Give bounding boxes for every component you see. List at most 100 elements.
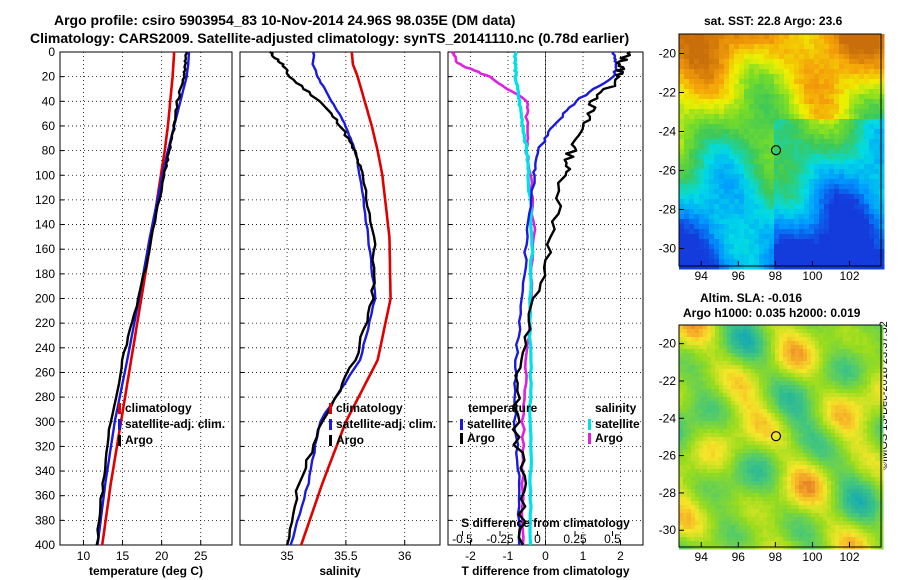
- depth-tick-label: 220: [35, 316, 55, 330]
- sla_map-lat-label: -24: [659, 411, 677, 425]
- title-line-2: Climatology: CARS2009. Satellite-adjuste…: [30, 30, 630, 46]
- legend-diff-t-satellite-label: satellite: [467, 417, 512, 431]
- legend-sal-argo-label: Argo: [336, 433, 364, 447]
- sla_map-lon-label: 100: [802, 550, 822, 564]
- depth-tick-label: 80: [42, 144, 56, 158]
- depth-tick-label: 100: [35, 168, 55, 182]
- depth-tick-label: 140: [35, 218, 55, 232]
- series-satellite-temperature: [96, 51, 191, 546]
- depth-tick-label: 160: [35, 242, 55, 256]
- sst_map-frame: [678, 33, 882, 267]
- depth-tick-label: 200: [35, 292, 55, 306]
- legend-diff-s-satellite-label: satellite: [595, 417, 640, 431]
- sla_map-lon-label: 96: [732, 550, 746, 564]
- series-climatology-salinity: [299, 51, 392, 546]
- x-tick-label: 10: [77, 549, 91, 563]
- legend-temp-satellite-label: satellite-adj. clim.: [125, 417, 225, 431]
- depth-tick-label: 40: [42, 94, 56, 108]
- sla_map-lat-label: -30: [659, 523, 677, 537]
- legend-diff-s-satellite-swatch: [588, 419, 591, 430]
- series-salinity-satellite-diff: [512, 51, 535, 546]
- sst_map-image: [679, 34, 885, 270]
- depth-tick-label: 400: [35, 538, 55, 552]
- sla-map-title-1: Altim. SLA: -0.016: [700, 291, 803, 305]
- legend-sal-satellite-swatch: [329, 419, 332, 430]
- x2-tick-label: 0: [534, 532, 541, 546]
- sla_map-lat-label: -20: [659, 337, 677, 351]
- sst_map-lon-label: 96: [732, 269, 746, 283]
- x2-tick-label: -0.5: [452, 532, 473, 546]
- depth-tick-label: 380: [35, 513, 55, 527]
- legend-diff-s-argo-swatch: [588, 433, 591, 444]
- sla_map-frame: [678, 324, 882, 548]
- legend-sal-climatology-swatch: [329, 403, 332, 414]
- depth-tick-label: 60: [42, 119, 56, 133]
- depth-tick-label: 280: [35, 390, 55, 404]
- x-tick-label: -2: [465, 549, 476, 563]
- depth-tick-label: 180: [35, 267, 55, 281]
- legend-temp-climatology-label: climatology: [125, 401, 192, 415]
- sst_map-lat-label: -20: [659, 46, 677, 60]
- sla_map-lat-label: -22: [659, 374, 677, 388]
- sst_map-lon-label: 98: [769, 269, 783, 283]
- x-tick-label: 36: [398, 549, 412, 563]
- x-tick-label: 0: [542, 549, 549, 563]
- sst_map-lat-label: -26: [659, 163, 677, 177]
- x-tick-label: 20: [155, 549, 169, 563]
- legend-diff-t-argo-swatch: [460, 433, 463, 444]
- depth-tick-label: 240: [35, 341, 55, 355]
- x2-tick-label: 0.25: [563, 532, 587, 546]
- x-axis-label: T difference from climatology: [461, 564, 629, 578]
- panel-frame: [59, 51, 233, 546]
- sla_map-lat-label: -28: [659, 486, 677, 500]
- sst_map-lat-label: -30: [659, 241, 677, 255]
- legend-diff-s-argo-label: Argo: [595, 431, 623, 445]
- x-tick-label: 35: [280, 549, 294, 563]
- sst_map-lon-label: 102: [839, 269, 859, 283]
- x-axis-label: temperature (deg C): [89, 564, 203, 578]
- legend-diff-salinity-header: salinity: [595, 401, 637, 415]
- x-tick-label: 35.5: [334, 549, 358, 563]
- sst_map-lat-label: -24: [659, 124, 677, 138]
- title-line-1: Argo profile: csiro 5903954_83 10-Nov-20…: [54, 12, 516, 28]
- x-tick-label: 15: [116, 549, 130, 563]
- legend-temp-argo-label: Argo: [125, 433, 153, 447]
- sla_map-lon-label: 102: [839, 550, 859, 564]
- series-temperature-argo-diff: [511, 50, 631, 546]
- depth-tick-label: 300: [35, 415, 55, 429]
- legend-temp-satellite-swatch: [118, 419, 121, 430]
- x2-tick-label: 0.5: [604, 532, 621, 546]
- depth-tick-label: 320: [35, 439, 55, 453]
- sla_map-float-marker: [770, 431, 782, 442]
- series-argo-salinity: [269, 50, 377, 546]
- legend-sal-argo-swatch: [329, 435, 332, 446]
- legend-diff-t-satellite-swatch: [460, 419, 463, 430]
- x-axis-label: salinity: [319, 564, 361, 578]
- sst_map-lon-label: 100: [802, 269, 822, 283]
- legend-temp-argo-swatch: [118, 435, 121, 446]
- x2-tick-label: -0.25: [486, 532, 514, 546]
- sst_map-lat-label: -22: [659, 85, 677, 99]
- sst_map-float-marker: [770, 145, 782, 156]
- sla_map-lat-label: -26: [659, 449, 677, 463]
- legend-temp-climatology-swatch: [118, 403, 121, 414]
- legend-sal-climatology-label: climatology: [336, 401, 403, 415]
- sst_map-lon-label: 94: [695, 269, 709, 283]
- x-tick-label: 1: [580, 549, 587, 563]
- x-tick-label: 2: [617, 549, 624, 563]
- depth-tick-label: 340: [35, 464, 55, 478]
- depth-tick-label: 20: [42, 70, 56, 84]
- depth-tick-label: 120: [35, 193, 55, 207]
- x-tick-label: 25: [194, 549, 208, 563]
- depth-tick-label: 360: [35, 489, 55, 503]
- sst_map-lat-label: -28: [659, 202, 677, 216]
- series-temperature-satellite-diff: [512, 51, 618, 546]
- sla_map-image: [679, 325, 884, 550]
- series-salinity-argo-diff: [450, 50, 537, 546]
- series-argo-temperature: [95, 52, 188, 546]
- series-satellite-salinity: [289, 51, 377, 546]
- sst-map-title: sat. SST: 22.8 Argo: 23.6: [704, 14, 843, 28]
- sla-map-title-2: Argo h1000: 0.035 h2000: 0.019: [683, 306, 861, 320]
- legend-diff-t-argo-label: Argo: [467, 431, 495, 445]
